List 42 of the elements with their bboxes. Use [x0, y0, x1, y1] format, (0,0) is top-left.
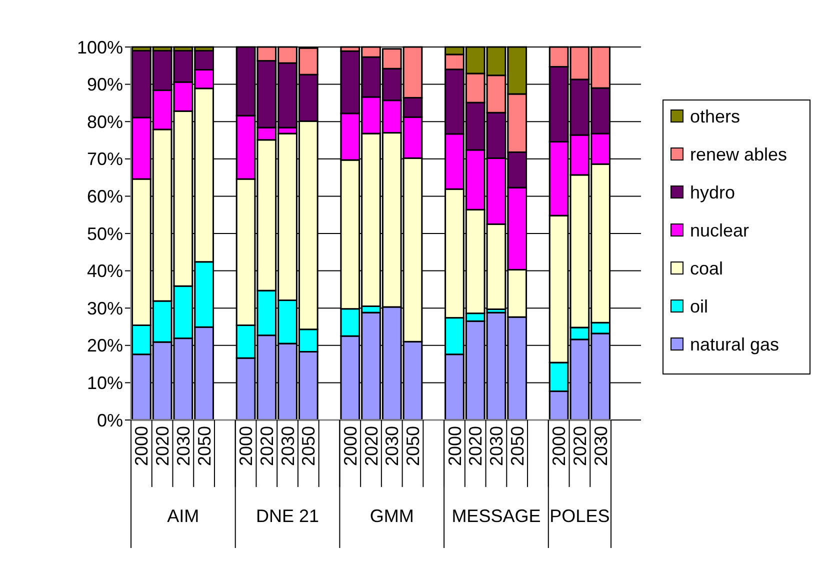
- legend-label: coal: [690, 258, 724, 278]
- x-tick-label: 2020: [570, 426, 590, 466]
- y-tick-label: 30%: [86, 298, 123, 318]
- x-tick-label: 2000: [132, 426, 152, 466]
- text: MESSAGE: [452, 506, 541, 526]
- legend-label: renew ables: [690, 144, 788, 164]
- legend-label: hydro: [690, 182, 736, 202]
- x-tick-label: 2020: [466, 426, 486, 466]
- x-tick-label: 2050: [298, 426, 319, 466]
- x-tick-label: 2000: [549, 426, 570, 466]
- x-tick-label: 2050: [403, 426, 424, 466]
- text: POLES: [550, 506, 610, 526]
- text: AIM: [167, 506, 200, 526]
- y-tick-label: 40%: [86, 261, 123, 282]
- y-tick-label: 10%: [86, 373, 123, 393]
- y-tick-label: 50%: [86, 224, 123, 244]
- y-tick-label: 90%: [86, 74, 123, 95]
- x-tick-label: 2030: [173, 426, 194, 466]
- y-tick-label: 100%: [76, 37, 123, 58]
- y-tick-label: 20%: [86, 336, 123, 356]
- text: GMM: [370, 506, 414, 526]
- x-tick-label: 2020: [152, 426, 173, 466]
- x-tick-label: 2030: [486, 426, 507, 466]
- x-tick-label: 2000: [236, 426, 256, 466]
- x-tick-label: 2030: [382, 426, 402, 466]
- x-tick-label: 2030: [278, 426, 298, 466]
- x-tick-label: 2020: [256, 426, 277, 466]
- legend-label: others: [690, 106, 740, 126]
- y-tick-label: 80%: [86, 112, 123, 132]
- y-tick-label: 70%: [86, 149, 123, 170]
- x-tick-label: 2030: [590, 426, 611, 466]
- x-tick-label: 2020: [361, 426, 382, 466]
- x-tick-label: 2000: [444, 426, 465, 466]
- x-tick-label: 2050: [194, 426, 214, 466]
- legend-label: natural gas: [690, 334, 780, 354]
- y-tick-label: 60%: [86, 186, 123, 206]
- legend-label: nuclear: [690, 220, 750, 240]
- x-tick-label: 2000: [340, 426, 360, 466]
- text: DNE 21: [256, 506, 320, 526]
- y-tick-label: 0%: [96, 410, 123, 430]
- x-tick-label: 2050: [507, 426, 528, 466]
- legend-label: oil: [690, 296, 708, 316]
